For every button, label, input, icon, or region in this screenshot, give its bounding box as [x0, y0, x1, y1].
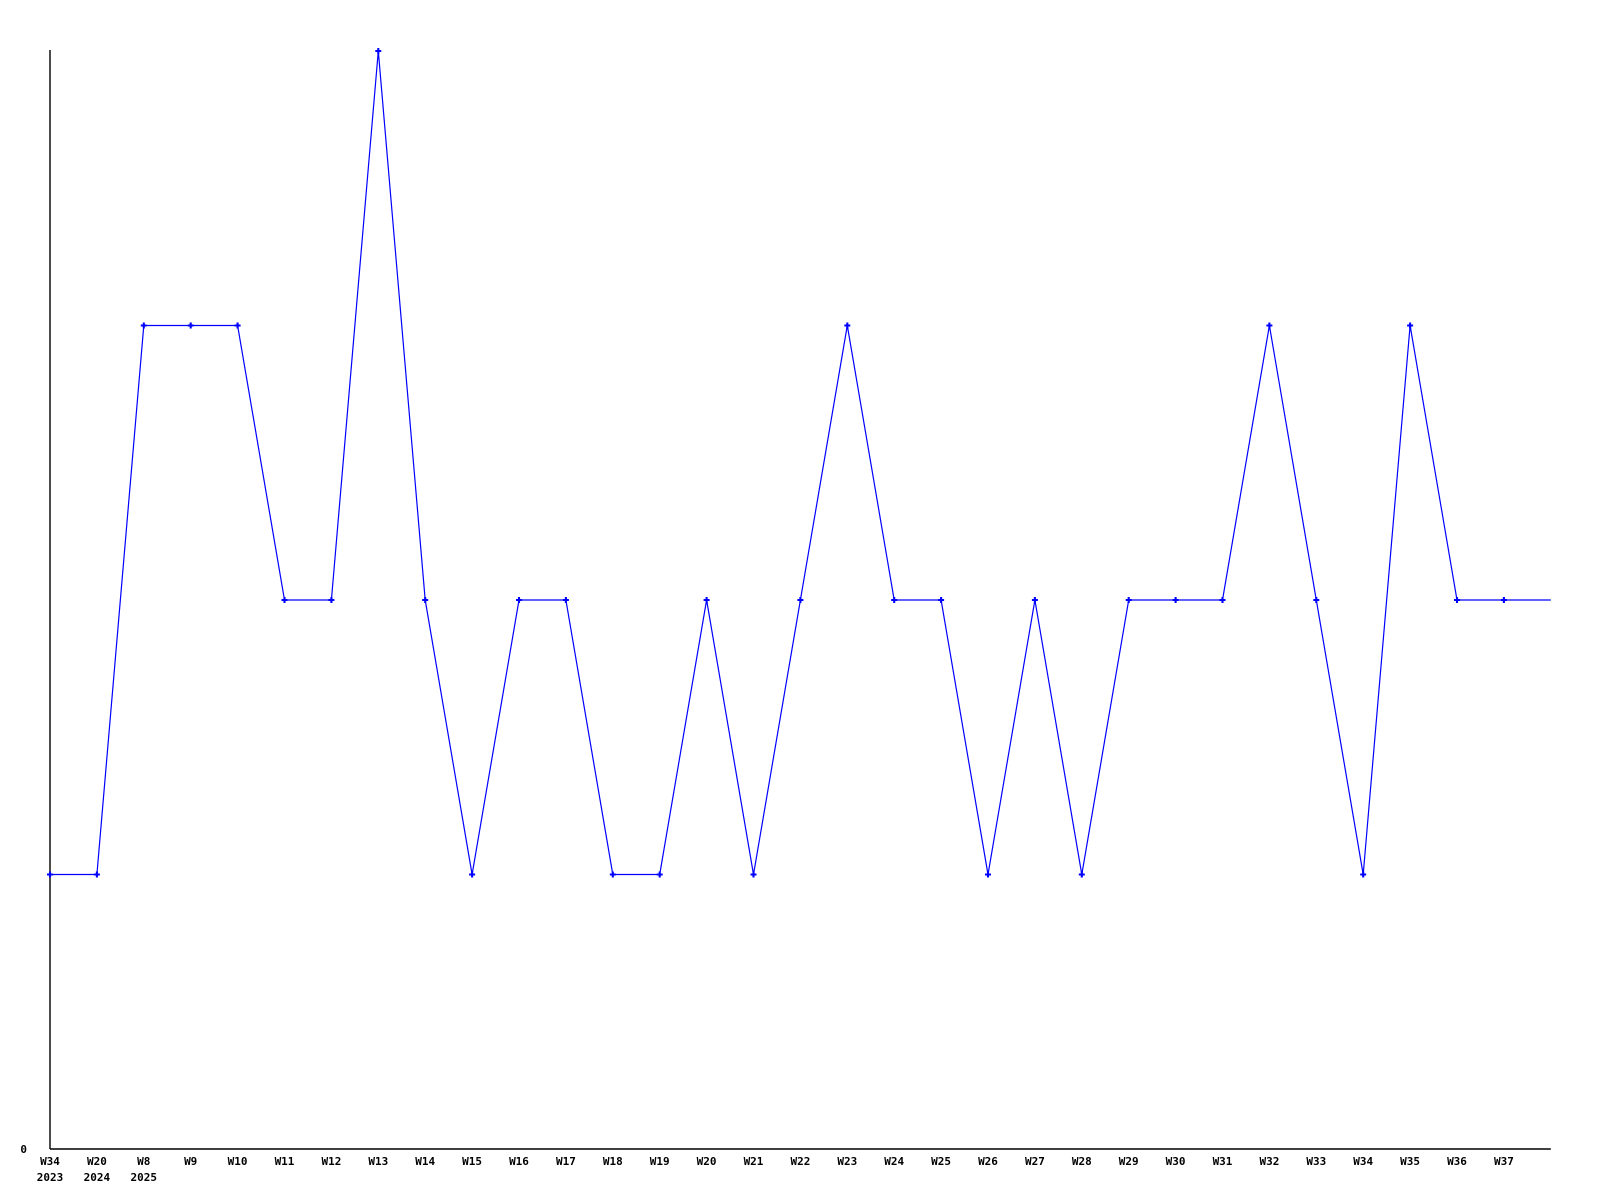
x-tick-week-label: W33 [1306, 1155, 1326, 1168]
x-tick-week-label: W32 [1259, 1155, 1279, 1168]
x-tick-week-label: W27 [1025, 1155, 1045, 1168]
x-tick-year-label: 2024 [84, 1171, 111, 1184]
x-tick-week-label: W30 [1166, 1155, 1186, 1168]
x-tick-year-label: 2023 [37, 1171, 64, 1184]
x-tick-week-label: W11 [275, 1155, 295, 1168]
data-point-marker [375, 48, 382, 54]
x-tick-week-label: W22 [790, 1155, 810, 1168]
data-point-marker [703, 597, 710, 603]
x-tick-week-label: W34 [1353, 1155, 1373, 1168]
x-tick-week-label: W26 [978, 1155, 998, 1168]
data-point-marker [1313, 597, 1320, 603]
x-tick-week-label: W9 [184, 1155, 197, 1168]
x-tick-week-label: W8 [137, 1155, 150, 1168]
x-tick-week-label: W14 [415, 1155, 435, 1168]
data-point-marker [656, 871, 663, 878]
x-tick-week-label: W17 [556, 1155, 576, 1168]
x-tick-week-label: W31 [1213, 1155, 1233, 1168]
y-axis-zero-label: 0 [20, 1143, 27, 1156]
data-point-marker [422, 597, 429, 603]
data-point-marker [140, 322, 147, 329]
data-point-marker [750, 871, 757, 878]
data-point-marker [609, 871, 616, 878]
x-tick-week-label: W12 [321, 1155, 341, 1168]
data-point-marker [985, 871, 991, 878]
data-point-marker [938, 597, 945, 603]
data-point-marker [1266, 322, 1273, 329]
data-point-marker [328, 597, 335, 603]
data-point-marker [1407, 322, 1414, 329]
data-point-marker [234, 322, 241, 329]
x-tick-year-label: 2025 [131, 1171, 158, 1184]
data-point-marker [1219, 597, 1226, 603]
x-tick-week-label: W18 [603, 1155, 623, 1168]
x-tick-week-label: W20 [87, 1155, 107, 1168]
x-tick-week-label: W34 [40, 1155, 60, 1168]
x-tick-week-label: W21 [744, 1155, 764, 1168]
data-series-line [50, 50, 1551, 876]
x-tick-week-label: W29 [1119, 1155, 1139, 1168]
data-point-marker [1078, 871, 1085, 878]
x-tick-week-label: W24 [884, 1155, 904, 1168]
data-point-marker [281, 597, 288, 603]
data-point-marker [1500, 597, 1507, 603]
x-tick-week-label: W13 [368, 1155, 388, 1168]
data-point-marker [187, 322, 194, 329]
data-point-marker [797, 597, 804, 603]
x-tick-week-label: W20 [697, 1155, 717, 1168]
x-tick-week-label: W37 [1494, 1155, 1514, 1168]
x-tick-week-label: W10 [228, 1155, 248, 1168]
data-point-marker [47, 871, 53, 878]
data-point-marker [93, 871, 100, 878]
data-point-marker [469, 871, 476, 878]
data-point-marker [1125, 597, 1132, 603]
data-point-marker [1360, 871, 1367, 878]
data-point-marker [516, 597, 522, 603]
x-tick-week-label: W25 [931, 1155, 951, 1168]
data-point-marker [1172, 597, 1179, 603]
x-tick-week-label: W28 [1072, 1155, 1092, 1168]
data-point-marker [1031, 597, 1038, 603]
data-point-marker [891, 597, 898, 603]
x-tick-week-label: W23 [837, 1155, 857, 1168]
data-point-marker [1454, 597, 1460, 603]
x-tick-week-label: W35 [1400, 1155, 1420, 1168]
x-tick-week-label: W36 [1447, 1155, 1467, 1168]
data-point-marker [562, 597, 569, 603]
x-tick-week-label: W15 [462, 1155, 482, 1168]
x-tick-week-label: W16 [509, 1155, 529, 1168]
x-tick-week-label: W19 [650, 1155, 670, 1168]
data-point-marker [844, 322, 851, 329]
